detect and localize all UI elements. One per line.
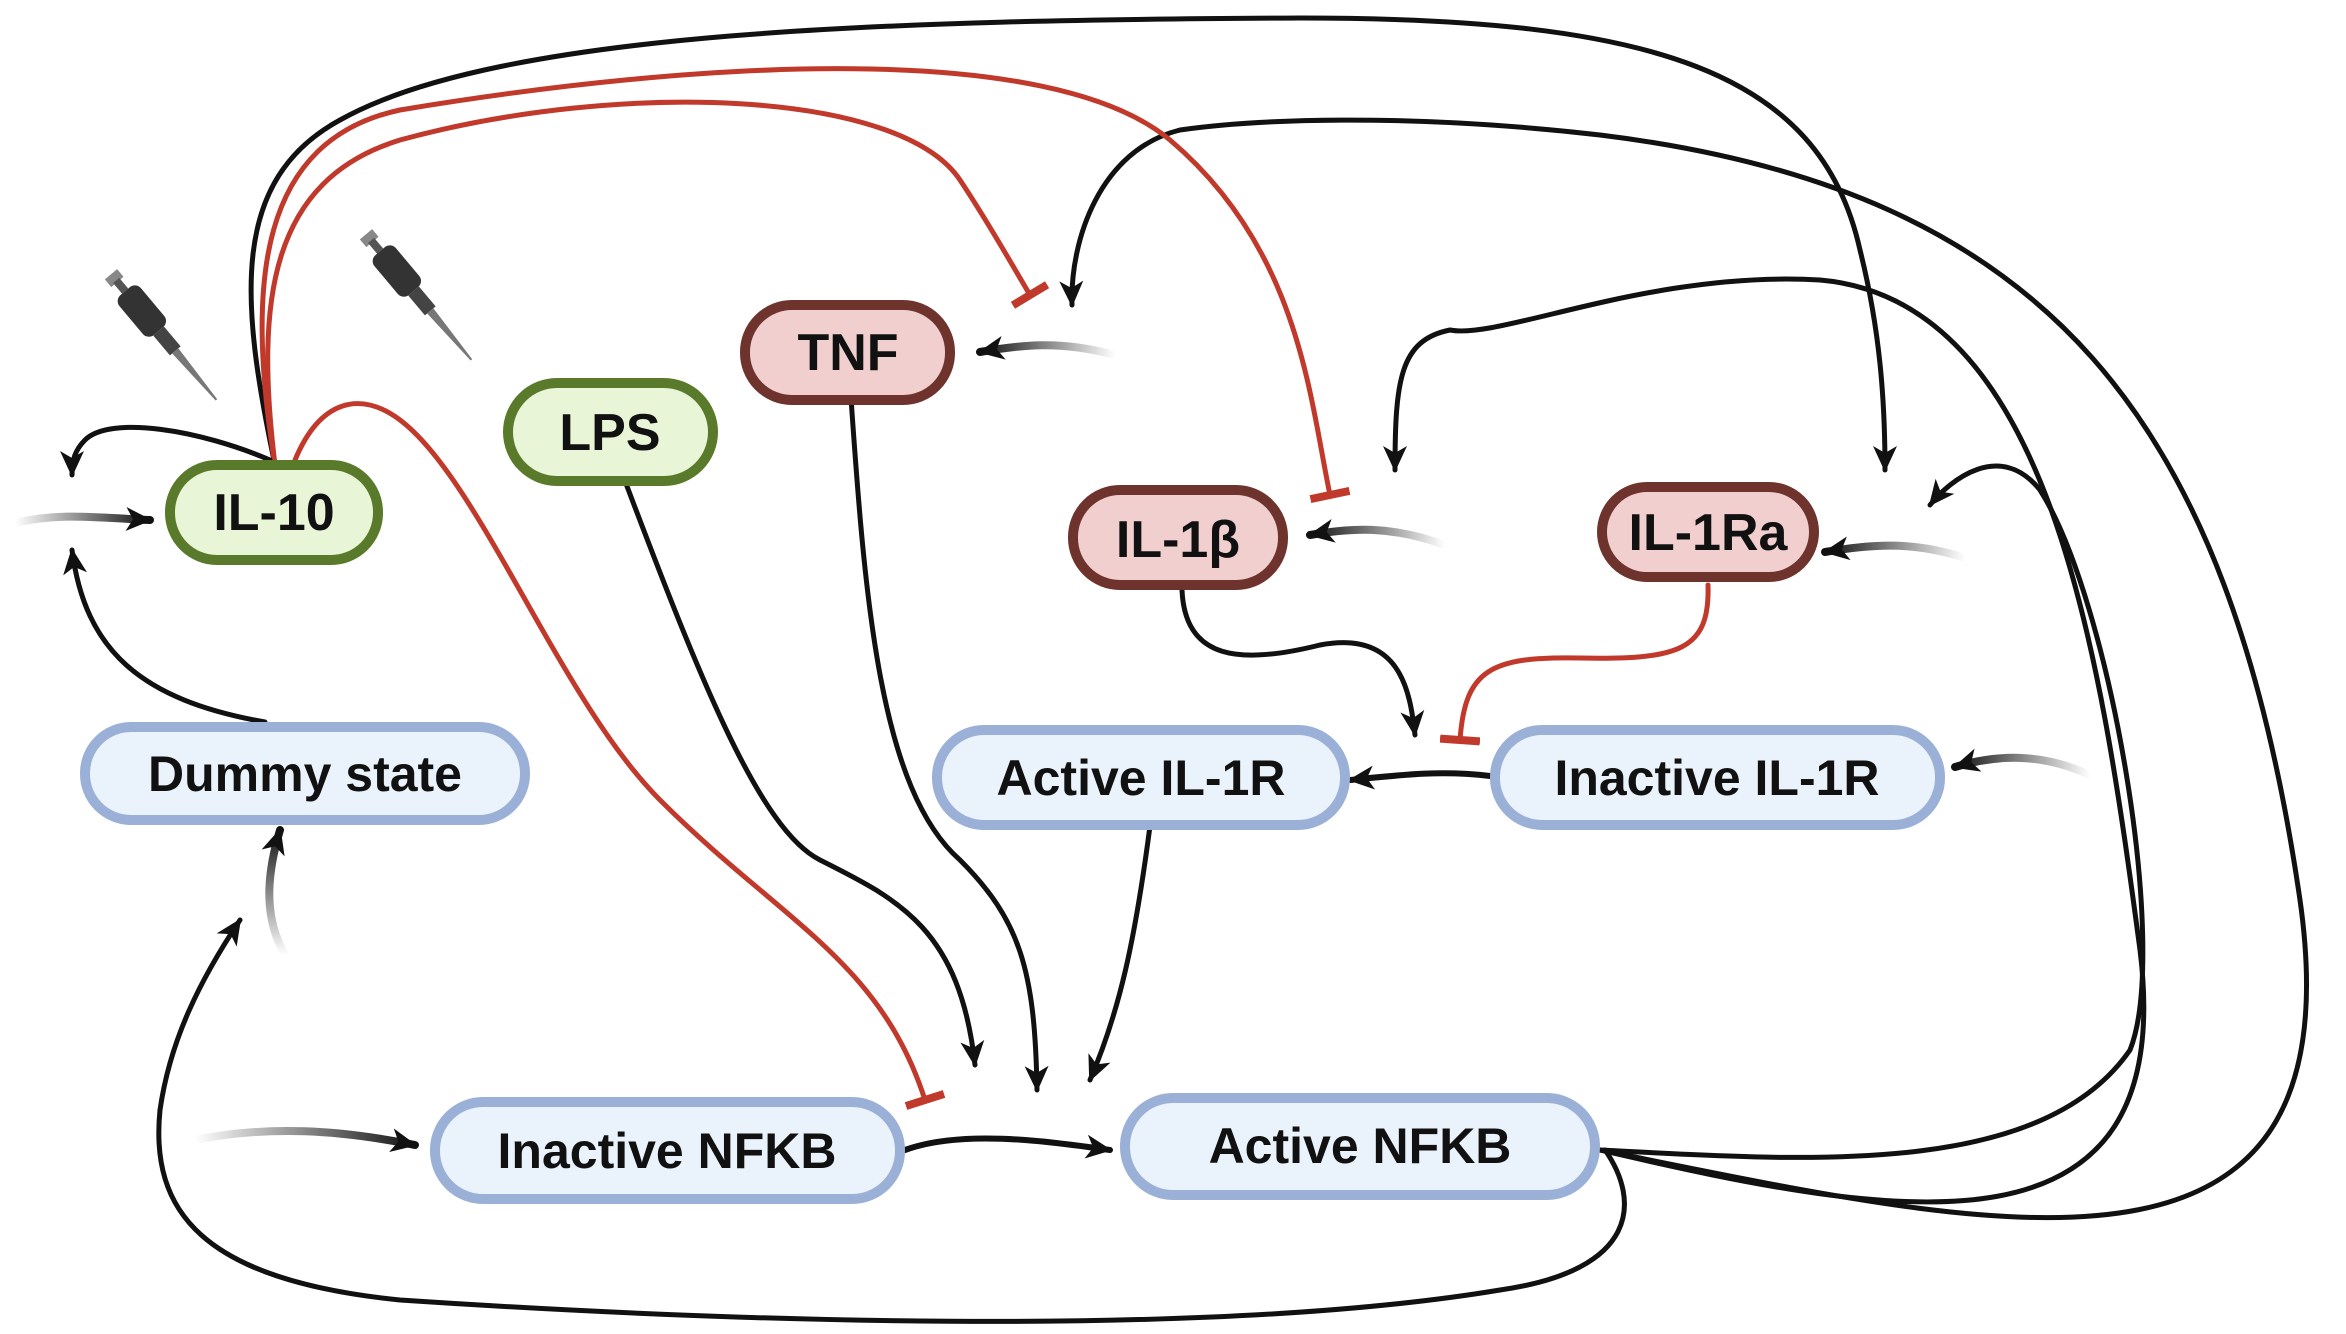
edge-il1r-to-nfkb <box>1087 823 1153 1083</box>
edge-inactive-to-active-nfkb <box>902 1134 1113 1159</box>
edge-source-dummy <box>261 826 289 959</box>
node-il1b-label: IL-1β <box>1116 511 1240 569</box>
edge-il10-self <box>60 424 273 478</box>
node-tnf-label: TNF <box>797 324 898 382</box>
node-dummy-state: Dummy state <box>80 722 530 825</box>
edge-il10-inhibits-nfkb <box>292 401 946 1110</box>
edge-tnf-to-nfkb <box>848 395 1049 1093</box>
edge-dummy-to-il10 <box>63 547 268 725</box>
node-il1ra: IL-1Ra <box>1597 482 1819 582</box>
edge-il10-inhibits-tnf <box>265 99 1050 468</box>
node-active-il1r: Active IL-1R <box>932 725 1350 830</box>
node-il10-label: IL-10 <box>213 484 334 542</box>
edge-il10-inhibits-il1b <box>259 66 1351 504</box>
edge-il1ra-inhibits-il1r <box>1439 582 1711 746</box>
edge-nfkb-to-dummy <box>156 917 1627 1324</box>
edge-inactive-to-active-il1r <box>1347 765 1493 790</box>
node-inactive-nfkb: Inactive NFKB <box>430 1097 905 1204</box>
node-inactive-il1r: Inactive IL-1R <box>1490 725 1945 830</box>
node-lps: LPS <box>503 378 718 486</box>
pipette-icon <box>359 229 473 361</box>
node-lps-label: LPS <box>559 404 660 462</box>
edge-lps-to-nfkb <box>619 470 985 1068</box>
edge-nfkb-to-il1ra <box>1597 463 2146 1160</box>
edge-source-il1b <box>1306 519 1449 549</box>
edge-nfkb-to-il1b <box>1383 276 2147 1205</box>
edge-source-il1ra <box>1821 536 1969 562</box>
edge-source-inactive-il1r <box>1951 748 2094 779</box>
edge-il1b-to-il1r <box>1179 587 1425 738</box>
node-inactive-il1r-label: Inactive IL-1R <box>1554 750 1879 806</box>
pipette-icon <box>104 269 218 401</box>
node-inactive-nfkb-label: Inactive NFKB <box>498 1123 837 1179</box>
edge-source-inactive-nfkb <box>191 1126 419 1153</box>
edge-source-tnf <box>976 336 1119 360</box>
edge-nfkb-to-tnf <box>1059 117 2309 1221</box>
node-il1b: IL-1β <box>1068 485 1288 590</box>
edge-il10-to-il1ra <box>248 15 1897 473</box>
node-dummy-state-label: Dummy state <box>148 746 462 802</box>
node-active-nfkb: Active NFKB <box>1120 1093 1600 1200</box>
node-tnf: TNF <box>740 300 955 405</box>
node-active-il1r-label: Active IL-1R <box>997 750 1286 806</box>
node-il10: IL-10 <box>165 460 383 565</box>
node-active-nfkb-label: Active NFKB <box>1209 1118 1512 1174</box>
node-il1ra-label: IL-1Ra <box>1629 504 1789 562</box>
edge-source-il10 <box>11 507 154 532</box>
